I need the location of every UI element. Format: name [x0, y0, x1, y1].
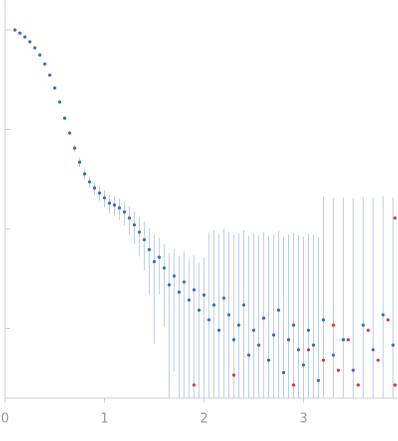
data-point [222, 296, 226, 300]
data-point [277, 308, 281, 312]
data-point [137, 230, 141, 234]
data-point [112, 203, 117, 207]
x-tick-label: 0 [1, 412, 9, 427]
data-point [376, 358, 380, 362]
data-point [28, 40, 32, 44]
data-point [316, 378, 321, 383]
data-point [393, 383, 397, 387]
data-point [351, 368, 355, 372]
data-point [202, 293, 206, 297]
data-point [267, 358, 271, 362]
data-point [281, 371, 286, 375]
data-point [177, 290, 181, 294]
data-point [296, 348, 301, 352]
data-point [361, 323, 365, 327]
data-point [147, 248, 151, 252]
data-point [331, 323, 335, 327]
data-point [252, 328, 256, 332]
x-tick-label: 1 [100, 412, 108, 427]
data-point [381, 313, 385, 317]
data-point [291, 323, 296, 327]
data-point [371, 348, 375, 352]
data-point [192, 288, 196, 292]
data-point [48, 73, 52, 77]
data-point [232, 373, 236, 377]
data-point [207, 318, 211, 322]
data-point [157, 255, 161, 259]
data-point [182, 280, 186, 284]
data-point [321, 318, 325, 322]
data-point [127, 216, 131, 220]
data-point [78, 160, 82, 164]
data-point [33, 46, 37, 50]
data-point [346, 338, 350, 342]
data-point [366, 328, 370, 332]
data-point [356, 383, 360, 387]
data-point [262, 316, 266, 320]
data-point [331, 353, 335, 357]
data-point [122, 210, 126, 214]
data-point [102, 196, 107, 200]
data-point [321, 358, 325, 362]
data-point [162, 266, 166, 270]
data-point [43, 62, 47, 66]
data-point [132, 223, 136, 227]
data-point [227, 313, 231, 317]
data-point [23, 35, 27, 39]
data-point [286, 338, 291, 342]
data-point [68, 131, 72, 135]
data-point [217, 328, 221, 332]
data-point [212, 303, 216, 307]
data-point [38, 53, 42, 57]
data-point [73, 146, 77, 150]
data-point [311, 343, 316, 347]
x-tick-label: 3 [299, 412, 307, 427]
data-point [142, 238, 146, 242]
data-point [232, 338, 236, 342]
data-point [117, 206, 122, 210]
data-point [391, 343, 395, 347]
data-point [97, 191, 102, 195]
data-point [192, 383, 196, 387]
axes: 0 1 2 3 [1, 0, 398, 427]
plot-area [13, 28, 397, 398]
data-point [167, 283, 171, 287]
data-point [82, 172, 87, 176]
data-point [341, 338, 345, 342]
data-point [247, 353, 251, 357]
data-point [172, 274, 176, 278]
data-point [187, 298, 191, 302]
data-point [63, 116, 67, 120]
data-point [92, 186, 97, 190]
data-point [53, 86, 57, 90]
data-point [306, 328, 311, 332]
data-point [107, 201, 112, 205]
data-point [237, 323, 241, 327]
data-point [301, 363, 306, 367]
data-point [291, 383, 296, 387]
data-point [87, 180, 92, 184]
data-point [197, 308, 201, 312]
data-point [306, 348, 311, 352]
data-point [257, 343, 261, 347]
data-point [58, 100, 62, 104]
data-point [242, 303, 246, 307]
data-point [13, 28, 17, 32]
data-point [336, 368, 340, 372]
data-point [18, 31, 22, 35]
x-tick-label: 2 [200, 412, 208, 427]
data-point [386, 318, 390, 322]
data-point [152, 259, 156, 264]
data-point [393, 216, 397, 220]
data-point [272, 333, 276, 337]
